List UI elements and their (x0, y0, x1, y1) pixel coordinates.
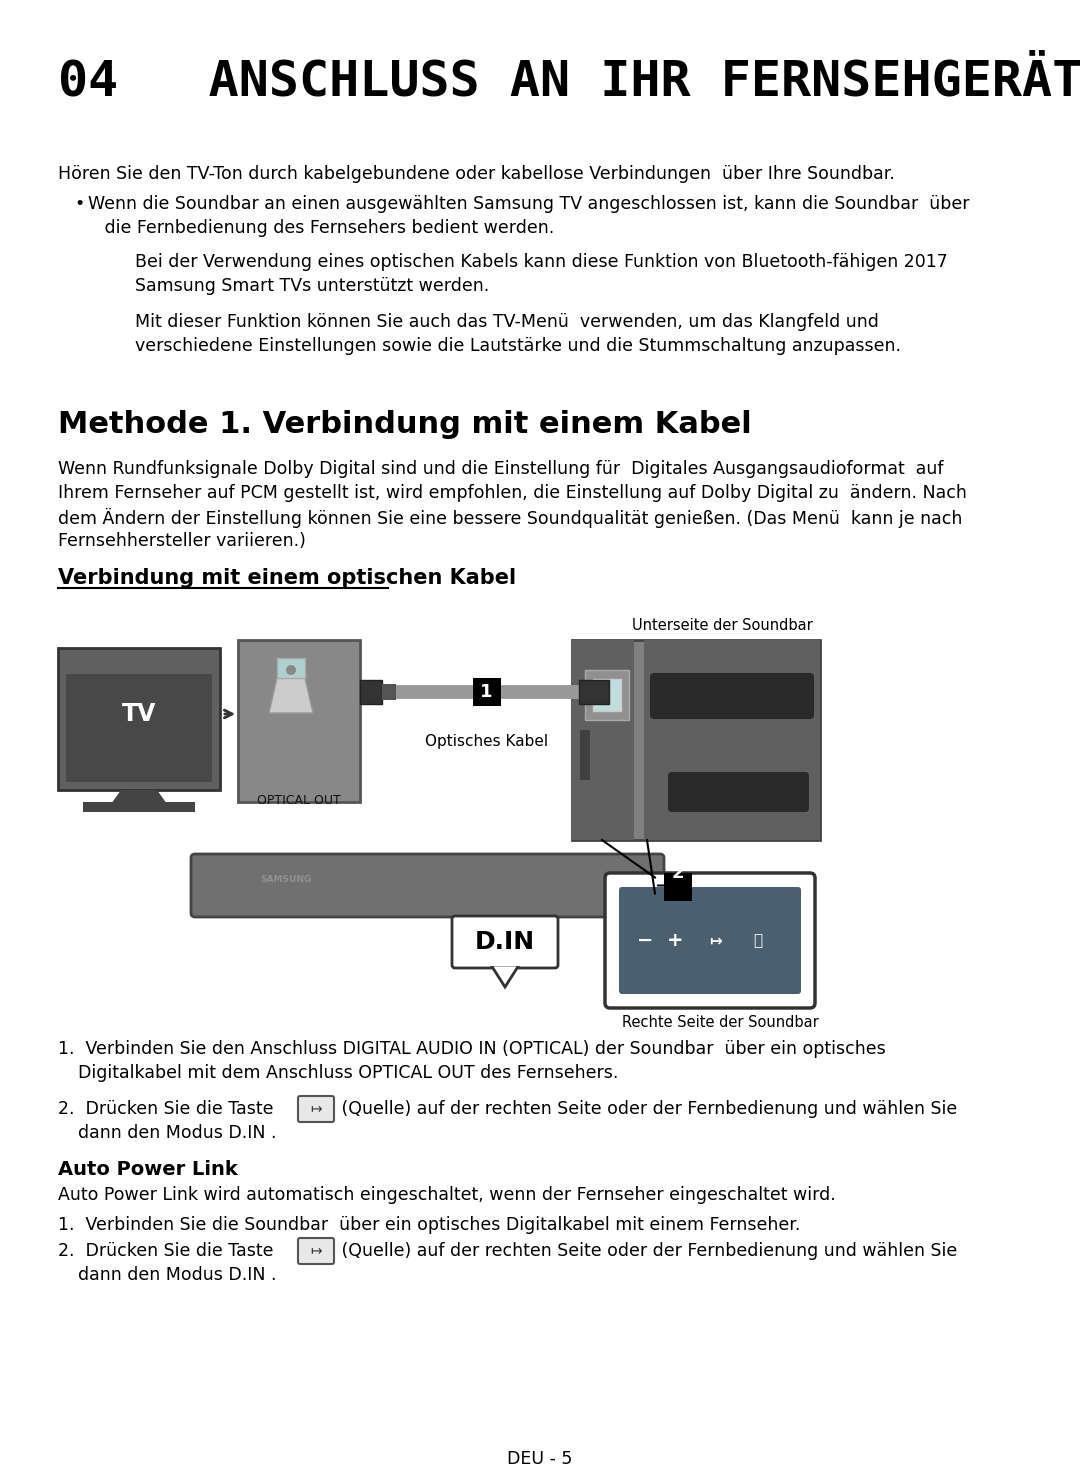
Text: Bei der Verwendung eines optischen Kabels kann diese Funktion von Bluetooth-fähi: Bei der Verwendung eines optischen Kabel… (135, 253, 948, 271)
FancyBboxPatch shape (298, 1096, 334, 1123)
FancyBboxPatch shape (473, 677, 500, 705)
Text: Rechte Seite der Soundbar: Rechte Seite der Soundbar (622, 1015, 819, 1029)
Text: −: − (637, 930, 653, 950)
Text: dann den Modus D.IN .: dann den Modus D.IN . (78, 1124, 276, 1142)
Polygon shape (491, 964, 519, 986)
FancyBboxPatch shape (191, 853, 664, 917)
FancyBboxPatch shape (382, 683, 396, 700)
FancyBboxPatch shape (650, 673, 814, 719)
Text: 2: 2 (672, 864, 685, 881)
Text: 1.  Verbinden Sie die Soundbar  über ein optisches Digitalkabel mit einem Fernse: 1. Verbinden Sie die Soundbar über ein o… (58, 1216, 800, 1233)
Text: TV: TV (122, 703, 157, 726)
Text: Optisches Kabel: Optisches Kabel (424, 734, 548, 748)
Text: Wenn die Soundbar an einen ausgewählten Samsung TV angeschlossen ist, kann die S: Wenn die Soundbar an einen ausgewählten … (87, 195, 970, 213)
Text: Mit dieser Funktion können Sie auch das TV-Menü  verwenden, um das Klangfeld und: Mit dieser Funktion können Sie auch das … (135, 314, 879, 331)
Text: Fernsehhersteller variieren.): Fernsehhersteller variieren.) (58, 532, 306, 550)
Text: Hören Sie den TV-Ton durch kabelgebundene oder kabellose Verbindungen  über Ihre: Hören Sie den TV-Ton durch kabelgebunden… (58, 166, 895, 183)
FancyBboxPatch shape (276, 658, 305, 677)
Text: die Fernbedienung des Fernsehers bedient werden.: die Fernbedienung des Fernsehers bedient… (87, 219, 554, 237)
FancyBboxPatch shape (669, 772, 809, 812)
Text: Auto Power Link wird automatisch eingeschaltet, wenn der Fernseher eingeschaltet: Auto Power Link wird automatisch eingesc… (58, 1186, 836, 1204)
Text: Auto Power Link: Auto Power Link (58, 1160, 238, 1179)
FancyBboxPatch shape (664, 873, 692, 901)
Text: Digitalkabel mit dem Anschluss OPTICAL OUT des Fernsehers.: Digitalkabel mit dem Anschluss OPTICAL O… (78, 1063, 619, 1083)
Text: Samsung Smart TVs unterstützt werden.: Samsung Smart TVs unterstützt werden. (135, 277, 489, 294)
Text: Wenn Rundfunksignale Dolby Digital sind und die Einstellung für  Digitales Ausga: Wenn Rundfunksignale Dolby Digital sind … (58, 460, 944, 478)
Text: (Quelle) auf der rechten Seite oder der Fernbedienung und wählen Sie: (Quelle) auf der rechten Seite oder der … (336, 1100, 957, 1118)
Text: •: • (75, 195, 84, 213)
Text: ↦: ↦ (310, 1244, 322, 1259)
FancyBboxPatch shape (58, 648, 220, 790)
Text: Unterseite der Soundbar: Unterseite der Soundbar (632, 618, 813, 633)
FancyBboxPatch shape (66, 674, 212, 782)
Text: Methode 1. Verbindung mit einem Kabel: Methode 1. Verbindung mit einem Kabel (58, 410, 752, 439)
Text: SAMSUNG: SAMSUNG (260, 876, 311, 884)
Polygon shape (111, 790, 167, 805)
Text: 04   ANSCHLUSS AN IHR FERNSEHGERÄT: 04 ANSCHLUSS AN IHR FERNSEHGERÄT (58, 58, 1080, 106)
Circle shape (286, 666, 296, 674)
Text: 2.  Drücken Sie die Taste: 2. Drücken Sie die Taste (58, 1100, 273, 1118)
FancyBboxPatch shape (360, 680, 382, 704)
Text: +: + (666, 930, 684, 950)
FancyBboxPatch shape (298, 1238, 334, 1265)
FancyBboxPatch shape (83, 802, 195, 812)
FancyBboxPatch shape (619, 887, 801, 994)
FancyBboxPatch shape (593, 679, 621, 711)
FancyBboxPatch shape (453, 916, 558, 967)
FancyBboxPatch shape (572, 640, 820, 840)
FancyBboxPatch shape (580, 731, 590, 779)
Text: DEU - 5: DEU - 5 (508, 1449, 572, 1469)
FancyBboxPatch shape (605, 873, 815, 1009)
Text: 1: 1 (481, 683, 492, 701)
FancyBboxPatch shape (579, 680, 609, 704)
FancyBboxPatch shape (457, 958, 553, 966)
Text: ⏻: ⏻ (754, 933, 762, 948)
Text: D.IN: D.IN (475, 930, 535, 954)
Text: OPTICAL OUT: OPTICAL OUT (257, 794, 341, 808)
Polygon shape (269, 677, 313, 713)
Text: dem Ändern der Einstellung können Sie eine bessere Soundqualität genießen. (Das : dem Ändern der Einstellung können Sie ei… (58, 507, 962, 528)
Text: Ihrem Fernseher auf PCM gestellt ist, wird empfohlen, die Einstellung auf Dolby : Ihrem Fernseher auf PCM gestellt ist, wi… (58, 484, 967, 501)
FancyBboxPatch shape (644, 640, 820, 840)
Text: verschiedene Einstellungen sowie die Lautstärke und die Stummschaltung anzupasse: verschiedene Einstellungen sowie die Lau… (135, 337, 901, 355)
FancyBboxPatch shape (585, 670, 629, 720)
Text: ↦: ↦ (310, 1102, 322, 1117)
Text: Verbindung mit einem optischen Kabel: Verbindung mit einem optischen Kabel (58, 568, 516, 589)
Text: 2.  Drücken Sie die Taste: 2. Drücken Sie die Taste (58, 1242, 273, 1260)
Text: ↦: ↦ (708, 933, 721, 948)
FancyBboxPatch shape (572, 640, 634, 840)
FancyBboxPatch shape (238, 640, 360, 802)
Text: 1.  Verbinden Sie den Anschluss DIGITAL AUDIO IN (OPTICAL) der Soundbar  über ei: 1. Verbinden Sie den Anschluss DIGITAL A… (58, 1040, 886, 1057)
Text: dann den Modus D.IN .: dann den Modus D.IN . (78, 1266, 276, 1284)
Text: (Quelle) auf der rechten Seite oder der Fernbedienung und wählen Sie: (Quelle) auf der rechten Seite oder der … (336, 1242, 957, 1260)
